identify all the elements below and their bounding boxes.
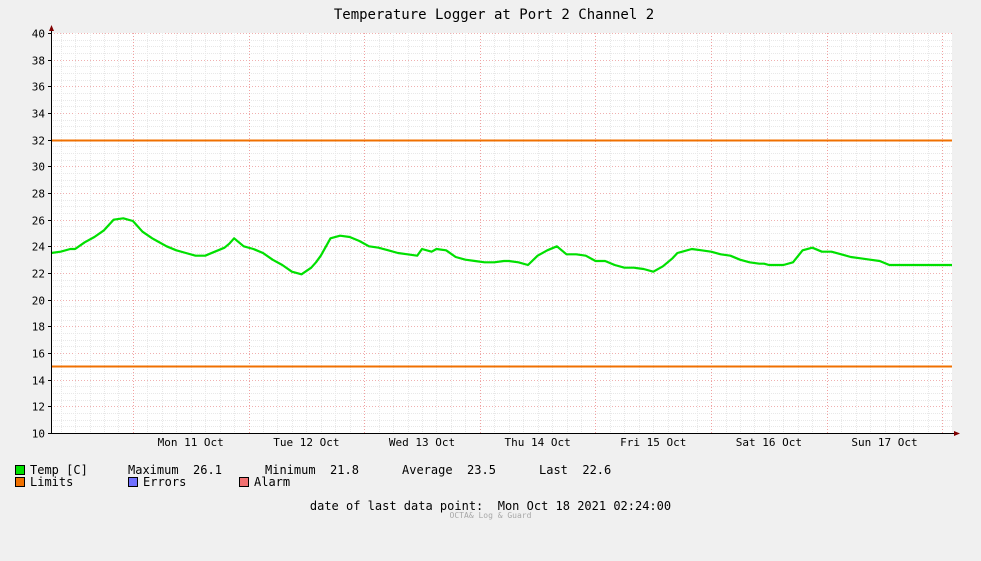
legend-alarm-label: Alarm (254, 475, 291, 489)
last-data-point: date of last data point: Mon Oct 18 2021… (0, 499, 981, 513)
chart-window: Temperature Logger at Port 2 Channel 2 1… (0, 7, 981, 520)
y-tick-label: 20 (32, 295, 45, 308)
y-tick-label: 26 (32, 215, 45, 228)
x-tick-label: Sun 17 Oct (851, 436, 917, 449)
software-credit: OCTA& Log & Guard (449, 511, 532, 520)
x-tick-label: Wed 13 Oct (389, 436, 455, 449)
legend-min: Minimum 21.8 (265, 463, 359, 477)
legend-avg: Average 23.5 (402, 463, 496, 477)
y-tick-labels: 10 12 14 16 18 20 22 24 26 28 30 32 34 36 38 40 (32, 28, 51, 441)
avg-value: 23.5 (467, 463, 496, 477)
last-data-point-value: Mon Oct 18 2021 02:24:00 (497, 499, 672, 513)
y-tick-label: 24 (32, 241, 46, 254)
axes (48, 25, 960, 436)
x-tick-label: Thu 14 Oct (504, 436, 570, 449)
limit-lines (51, 139, 952, 368)
legend-limits: Limits (15, 475, 73, 489)
chart-title: Temperature Logger at Port 2 Channel 2 (334, 7, 654, 23)
y-tick-label: 38 (32, 55, 45, 68)
legend-temp-label: Temp [C] (30, 463, 88, 477)
y-tick-label: 10 (32, 428, 45, 441)
y-tick-label: 30 (32, 161, 45, 174)
legend-errors: Errors (128, 475, 186, 489)
last-value: 22.6 (582, 463, 612, 477)
legend-temp-swatch (15, 465, 25, 475)
legend-alarm: Alarm (239, 475, 290, 489)
x-tick-label: Sat 16 Oct (736, 436, 802, 449)
temp-series-line (50, 217, 952, 276)
legend-errors-swatch (128, 477, 138, 487)
x-axis-arrow (954, 431, 960, 436)
min-value: 21.8 (330, 463, 359, 477)
legend-temp: Temp [C] (15, 463, 88, 477)
legend-errors-label: Errors (143, 475, 187, 489)
legend-max: Maximum 26.1 (128, 463, 222, 477)
legend-alarm-swatch (239, 477, 249, 487)
max-value: 26.1 (193, 463, 222, 477)
y-tick-label: 28 (32, 188, 45, 201)
legend-row-2: Limits Errors Alarm (15, 475, 290, 489)
avg-label: Average (402, 463, 453, 477)
y-tick-label: 12 (32, 401, 45, 414)
series-layer (50, 217, 952, 276)
y-tick-label: 14 (32, 375, 46, 388)
y-tick-label: 16 (32, 348, 45, 361)
x-tick-labels: Mon 11 Oct Tue 12 Oct Wed 13 Oct Thu 14 Oct… (158, 436, 918, 449)
legend-limits-label: Limits (30, 475, 74, 489)
grid-lines (51, 33, 952, 434)
y-tick-label: 32 (32, 135, 45, 148)
y-tick-label: 22 (32, 268, 45, 281)
y-tick-label: 40 (32, 28, 45, 41)
last-label: Last (539, 463, 568, 477)
temperature-chart: Temperature Logger at Port 2 Channel 2 1… (32, 7, 960, 449)
x-tick-label: Tue 12 Oct (273, 436, 339, 449)
x-tick-label: Fri 15 Oct (620, 436, 686, 449)
y-tick-label: 18 (32, 321, 45, 334)
max-label: Maximum (128, 463, 179, 477)
x-tick-label: Mon 11 Oct (158, 436, 224, 449)
legend-last: Last 22.6 (539, 463, 611, 477)
last-data-point-label: date of last data point: (309, 499, 484, 513)
min-label: Minimum (265, 463, 316, 477)
legend-limits-swatch (15, 477, 25, 487)
legend-row-1: Temp [C] Maximum 26.1 Minimum 21.8 Avera… (15, 463, 611, 477)
y-axis-arrow (49, 25, 54, 31)
y-tick-label: 36 (32, 81, 45, 94)
y-tick-label: 34 (32, 108, 46, 121)
